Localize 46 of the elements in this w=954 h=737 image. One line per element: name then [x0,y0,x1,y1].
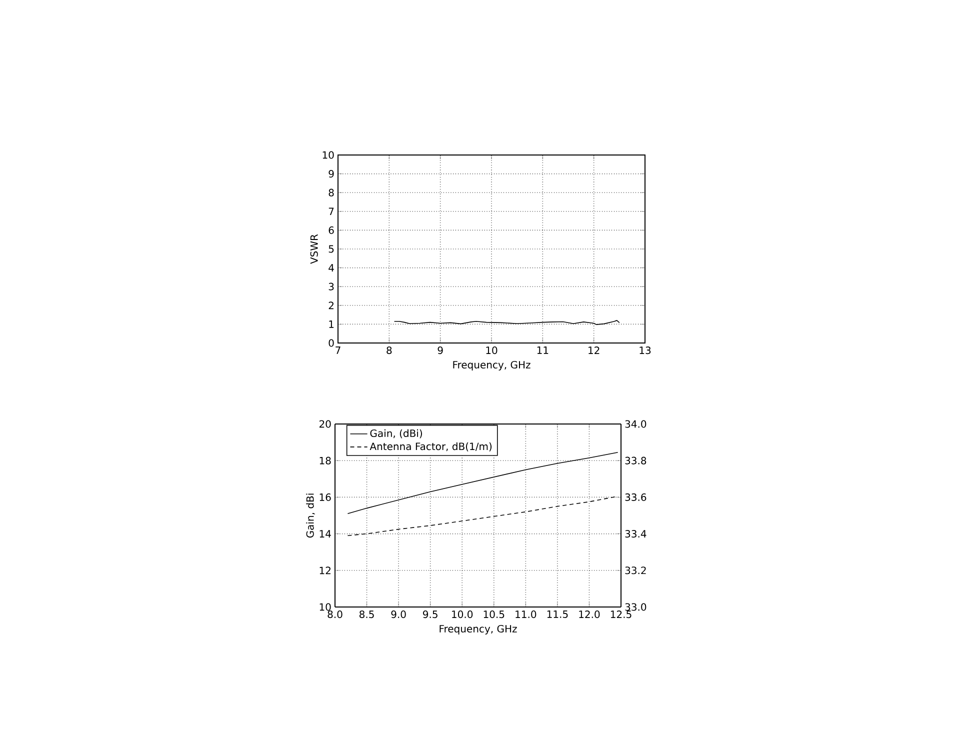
y-tick-label: 18 [320,456,331,464]
x-axis-title: Frequency, GHz [453,360,530,370]
y-tick-label: 10 [322,151,334,159]
x-tick-label: 11.5 [547,610,568,618]
y-tick-label: 8 [328,188,334,196]
y-tick-label: 0 [328,339,334,347]
y-tick-label: 14 [320,530,331,538]
y-tick-label: 3 [328,282,334,290]
x-tick-label: 9.5 [423,610,438,618]
y2-tick-label: 33.4 [625,530,646,538]
y-tick-label: 9 [328,170,334,178]
legend-label: Antenna Factor, dB(1/m) [370,442,492,452]
x-tick-label: 9 [438,346,443,354]
y2-tick-label: 33.0 [625,603,646,611]
x-tick-label: 8.0 [328,610,342,618]
y-tick-label: 20 [319,420,331,428]
y-tick-label: 12 [320,566,330,574]
x-tick-label: 11 [537,346,548,354]
y-axis-title: VSWR [310,234,318,264]
x-tick-label: 10.0 [452,610,473,618]
x-axis-title: Frequency, GHz [440,624,517,634]
y-tick-label: 6 [328,226,334,234]
y-tick-label: 7 [328,208,334,216]
x-tick-label: 10 [486,346,498,354]
legend-label: Gain, (dBi) [370,429,422,438]
x-tick-label: 10.5 [484,610,504,618]
y2-tick-label: 33.2 [625,566,646,574]
y-tick-label: 5 [328,245,334,253]
y-tick-label: 4 [328,264,334,272]
x-tick-label: 8 [386,346,392,354]
x-tick-label: 12 [588,346,600,354]
y-tick-label: 2 [328,302,334,310]
y2-tick-label: 33.8 [625,456,646,464]
x-tick-label: 12.0 [579,610,600,618]
y-tick-label: 10 [320,603,331,611]
y2-tick-label: 34.0 [625,420,646,428]
x-tick-label: 7 [336,346,340,354]
x-tick-label: 8.5 [360,610,374,618]
x-tick-label: 9.0 [391,610,406,618]
y-tick-label: 1 [329,320,334,328]
y-axis-title: Gain, dBi [306,494,315,538]
x-tick-label: 11.0 [516,610,536,618]
y-tick-label: 16 [320,493,331,501]
y2-tick-label: 33.6 [625,493,646,501]
x-tick-label: 13 [640,346,651,354]
x-tick-label: 12.5 [610,610,632,618]
